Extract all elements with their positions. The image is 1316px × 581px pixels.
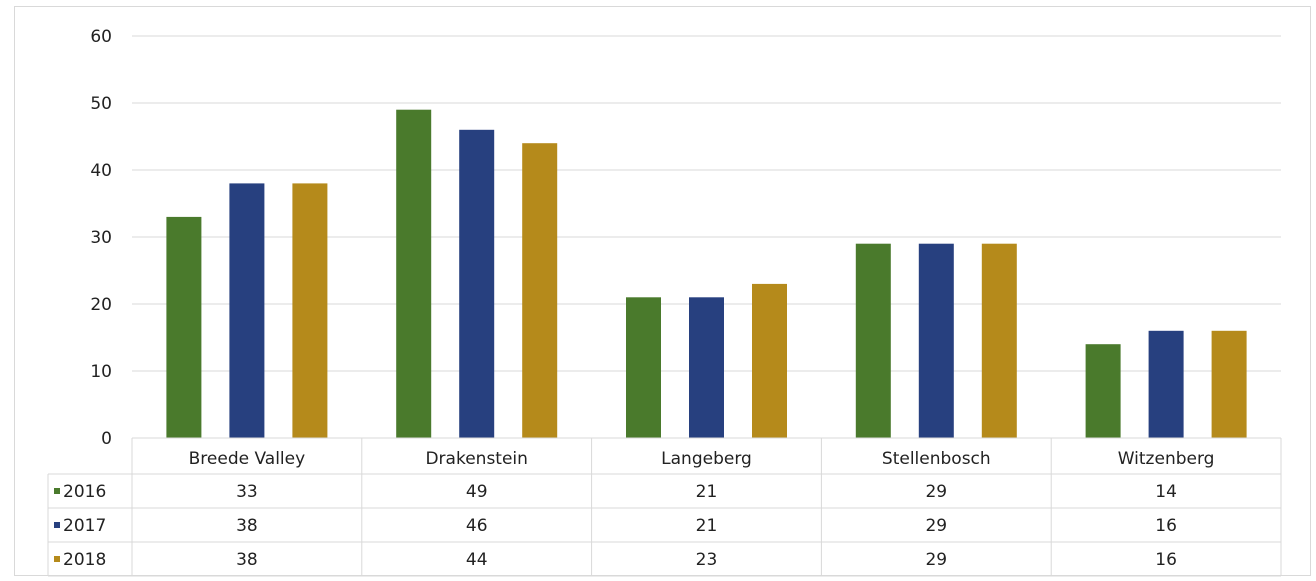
y-tick-label: 50: [90, 94, 112, 114]
legend-key: [54, 522, 60, 528]
table-cell-value: 33: [236, 482, 258, 502]
category-label: Stellenbosch: [882, 449, 991, 469]
bar: [1085, 344, 1121, 438]
y-axis-ticks: 0 10 20 30 40 50 60: [90, 27, 112, 449]
table-cell-value: 44: [466, 550, 488, 570]
bar: [918, 243, 954, 438]
table-cell-value: 29: [925, 482, 947, 502]
y-tick-label: 60: [90, 27, 112, 47]
bar: [292, 183, 328, 438]
table-cell-value: 21: [696, 516, 718, 536]
y-tick-label: 30: [90, 228, 112, 248]
category-label: Breede Valley: [189, 449, 306, 469]
y-tick-label: 10: [90, 362, 112, 382]
bar: [626, 297, 661, 438]
bars: [166, 109, 1247, 439]
bar: [1211, 330, 1247, 438]
table-cell-value: 16: [1155, 516, 1177, 536]
table-cell-value: 46: [466, 516, 488, 536]
table-cell-value: 29: [925, 550, 947, 570]
table-cell-value: 49: [466, 482, 488, 502]
data-table: Breede Valley Drakenstein Langeberg Stellen…: [47, 437, 1282, 577]
series-label: 2016: [63, 482, 106, 502]
category-label: Langeberg: [661, 449, 752, 469]
legend-key: [54, 556, 60, 562]
bar: [855, 243, 891, 438]
legend-key: [54, 488, 60, 494]
bar: [459, 129, 495, 439]
category-label: Witzenberg: [1118, 449, 1215, 469]
bar: [522, 143, 558, 438]
table-cell-value: 29: [925, 516, 947, 536]
table-cell-value: 16: [1155, 550, 1177, 570]
y-tick-label: 20: [90, 295, 112, 315]
bar: [752, 283, 787, 438]
bar: [396, 109, 432, 438]
bar: [166, 216, 202, 438]
bar: [689, 297, 724, 438]
table-cell-value: 21: [696, 482, 718, 502]
bar: [1148, 330, 1184, 438]
y-tick-label: 40: [90, 161, 112, 181]
table-cell-value: 38: [236, 550, 258, 570]
table-cell-value: 14: [1155, 482, 1177, 502]
bar: [981, 243, 1017, 438]
series-label: 2017: [63, 516, 106, 536]
series-label: 2018: [63, 550, 106, 570]
y-tick-label: 0: [101, 429, 112, 449]
table-cell-value: 23: [696, 550, 718, 570]
table-cell-value: 38: [236, 516, 258, 536]
bar: [229, 183, 265, 438]
category-label: Drakenstein: [425, 449, 527, 469]
